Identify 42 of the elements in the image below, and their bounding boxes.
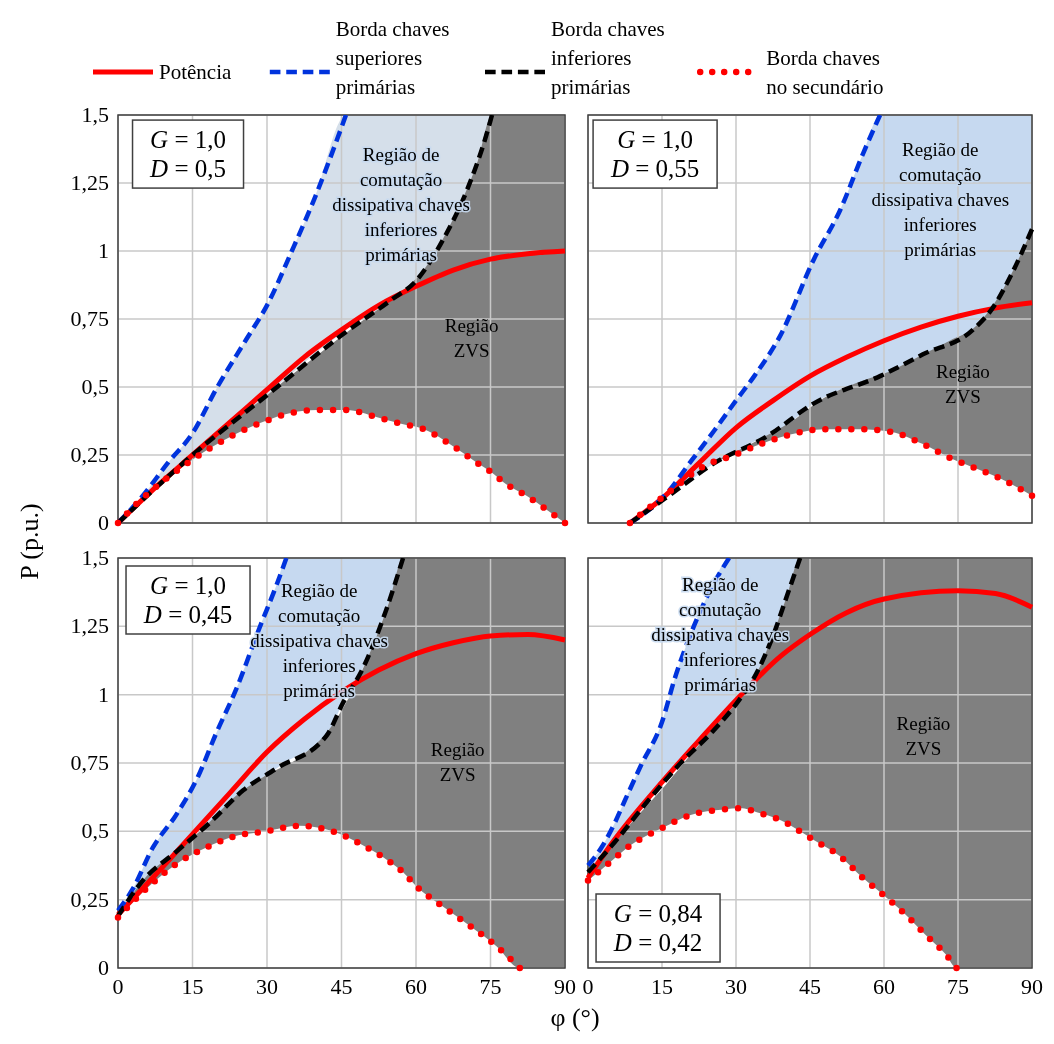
annotation: G = 1,0 D = 0,5 [149, 126, 226, 183]
y-tick-label: 0,75 [70, 306, 109, 331]
annotation: Região ZVS [430, 738, 485, 785]
annotation: G = 1,0 D = 0,55 [609, 126, 700, 183]
x-tick-label: 75 [479, 974, 502, 999]
y-tick-label: 1,25 [70, 613, 109, 639]
y-tick-label: 0,5 [81, 818, 109, 844]
y-tick-label: 0,75 [70, 750, 109, 775]
annotation: Região ZVS [896, 712, 951, 759]
y-tick-label: 0,25 [70, 442, 109, 467]
annotation: Região de comutação dissipativa chaves inferiores primárias [871, 138, 1010, 260]
y-tick-label: 0,5 [81, 374, 109, 399]
x-axis-title: φ (°) [550, 1003, 600, 1032]
legend-label: Borda chaves no secundário [766, 46, 884, 99]
x-tick-label: 75 [947, 974, 969, 999]
y-tick-label: 1,5 [81, 102, 109, 127]
y-tick-label: 1 [98, 238, 109, 263]
x-tick-label: 45 [330, 974, 353, 999]
y-axis-title: P (p.u.) [15, 503, 44, 580]
y-tick-label: 1,25 [70, 170, 109, 195]
annotation: G = 0,84 D = 0,42 [612, 900, 703, 956]
x-tick-label: 15 [181, 974, 204, 999]
y-tick-label: 0,25 [70, 886, 109, 912]
x-tick-label: 15 [651, 974, 673, 999]
annotation: Região ZVS [936, 361, 990, 408]
y-tick-label: 0 [98, 955, 109, 980]
y-tick-label: 1 [98, 681, 109, 707]
x-tick-label: 60 [873, 974, 895, 999]
y-tick-label: 0 [98, 510, 109, 535]
x-tick-label: 90 [554, 974, 576, 999]
legend-label: Potência [159, 60, 232, 84]
y-tick-label: 1,5 [81, 545, 109, 570]
x-tick-label: 0 [582, 974, 594, 999]
x-tick-label: 30 [725, 974, 747, 999]
legend-label: Borda chaves inferiores primárias [551, 17, 665, 99]
x-tick-label: 30 [256, 974, 278, 999]
x-tick-label: 45 [799, 974, 821, 999]
x-tick-label: 60 [405, 974, 427, 999]
x-tick-label: 90 [1021, 974, 1043, 999]
annotation: G = 1,0 D = 0,45 [142, 572, 233, 628]
legend-label: Borda chaves superiores primárias [335, 17, 450, 99]
annotation: Região de comutação dissipativa chaves inferiores primárias [332, 144, 470, 266]
